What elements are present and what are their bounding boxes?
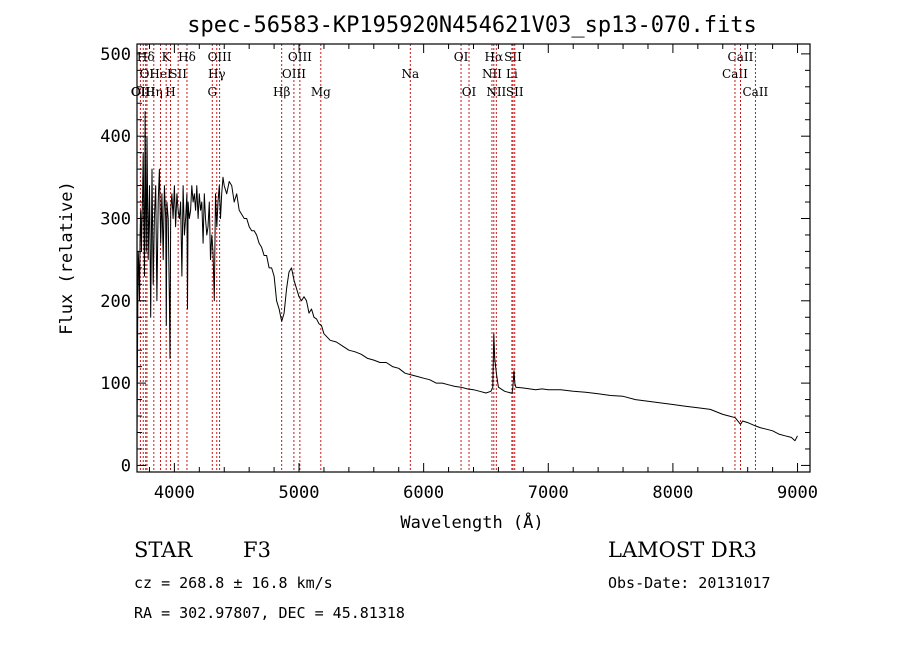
marker-label: SII [169,67,187,81]
x-tick-label: 8000 [652,483,693,503]
chart-title: spec-56583-KP195920N454621V03_sp13-070.f… [187,13,757,38]
redshift-readout: cz = 268.8 ± 16.8 km/s [134,574,333,592]
coordinates: RA = 302.97807, DEC = 45.81318 [134,604,405,622]
obs-date: Obs-Date: 20131017 [608,574,771,592]
x-axis: 4000 5000 6000 7000 8000 9000 [148,44,818,503]
x-tick-label: 7000 [528,483,569,503]
marker-label: OI [140,67,155,81]
marker-label: K [162,50,172,64]
series-group [136,111,798,442]
marker-label: OIII [208,50,232,64]
y-tick-label: 100 [100,374,131,394]
marker-label: NII [486,85,506,99]
y-axis: 0 100 200 300 400 500 [100,45,810,476]
y-axis-label: Flux (relative) [57,181,77,335]
line-markers: OIIOIIIHδOIHηHeIKHSIIHδGHγOIIIHβOIIIOIII… [131,44,769,472]
object-subclass: F3 [243,538,271,562]
plot-frame [136,43,811,473]
x-tick-label: 5000 [279,483,320,503]
marker-label: SII [504,50,522,64]
marker-label: Li [506,67,518,81]
y-tick-label: 200 [100,292,131,312]
y-tick-label: 300 [100,209,131,229]
marker-label: OIII [282,67,306,81]
marker-label: Hδ [178,50,196,64]
x-tick-label: 6000 [403,483,444,503]
marker-label: OI [454,50,469,64]
marker-label: OIII [288,50,312,64]
object-class: STAR [134,538,193,562]
marker-label: G [207,85,217,99]
marker-label: Na [401,67,419,81]
marker-label: OI [462,85,477,99]
marker-label: NII [482,67,502,81]
x-tick-label: 4000 [154,483,195,503]
marker-label: H [165,85,175,99]
marker-label: Hδ [137,50,155,64]
marker-label: Hη [145,85,163,99]
survey-name: LAMOST DR3 [608,538,757,562]
marker-label: CaII [742,85,768,99]
marker-label: Hβ [273,85,290,99]
marker-label: Hα [485,50,504,64]
marker-label: Hγ [208,67,226,81]
y-tick-label: 500 [100,45,131,65]
x-axis-label: Wavelength (Å) [400,511,543,533]
y-tick-label: 400 [100,127,131,147]
marker-label: Mg [311,85,331,99]
spectrum-line-0 [136,111,798,442]
marker-label: SII [506,85,524,99]
marker-label: CaII [728,50,754,64]
x-tick-label: 9000 [777,483,818,503]
y-tick-label: 0 [121,456,131,476]
marker-label: CaII [722,67,748,81]
